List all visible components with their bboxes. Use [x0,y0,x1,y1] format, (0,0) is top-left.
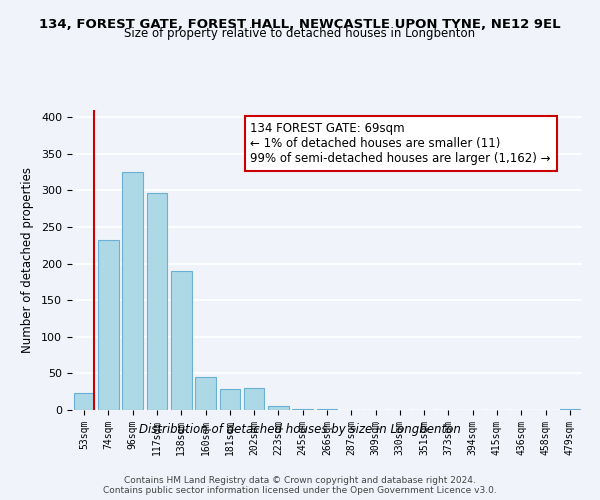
Bar [292,408,313,410]
Bar [146,192,167,410]
Bar [268,406,289,410]
Y-axis label: Number of detached properties: Number of detached properties [21,167,34,353]
Text: Contains public sector information licensed under the Open Government Licence v3: Contains public sector information licen… [103,486,497,495]
Text: Size of property relative to detached houses in Longbenton: Size of property relative to detached ho… [124,28,476,40]
Bar [220,389,240,410]
Bar [195,377,216,410]
Bar [560,408,580,410]
Bar [74,393,94,410]
Bar [171,271,191,410]
Bar [122,172,143,410]
Text: 134, FOREST GATE, FOREST HALL, NEWCASTLE UPON TYNE, NE12 9EL: 134, FOREST GATE, FOREST HALL, NEWCASTLE… [39,18,561,30]
Bar [98,240,119,410]
Bar [244,388,265,410]
Text: Contains HM Land Registry data © Crown copyright and database right 2024.: Contains HM Land Registry data © Crown c… [124,476,476,485]
Text: Distribution of detached houses by size in Longbenton: Distribution of detached houses by size … [139,422,461,436]
Text: 134 FOREST GATE: 69sqm
← 1% of detached houses are smaller (11)
99% of semi-deta: 134 FOREST GATE: 69sqm ← 1% of detached … [251,122,551,165]
